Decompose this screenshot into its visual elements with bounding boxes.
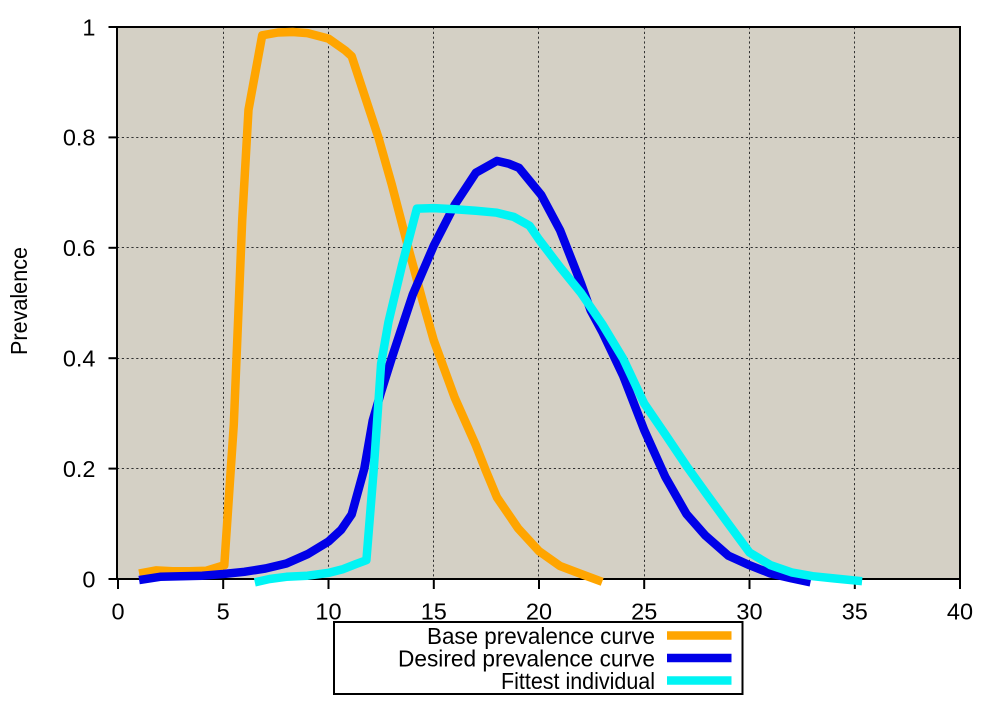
svg-text:20: 20 [526, 599, 552, 625]
svg-text:35: 35 [842, 599, 868, 625]
svg-text:1: 1 [82, 14, 95, 40]
svg-text:5: 5 [217, 599, 230, 625]
svg-text:0.4: 0.4 [63, 346, 96, 372]
svg-text:15: 15 [421, 599, 447, 625]
svg-text:Desired prevalence curve: Desired prevalence curve [398, 646, 655, 672]
svg-text:0: 0 [82, 566, 95, 592]
svg-text:Prevalence: Prevalence [6, 247, 32, 355]
svg-text:25: 25 [631, 599, 657, 625]
svg-text:0: 0 [111, 599, 124, 625]
svg-text:Base prevalence curve: Base prevalence curve [427, 623, 655, 649]
svg-text:Fittest individual: Fittest individual [501, 668, 655, 694]
svg-text:0.6: 0.6 [63, 235, 96, 261]
svg-text:0.2: 0.2 [63, 456, 96, 482]
svg-text:40: 40 [947, 599, 973, 625]
svg-text:30: 30 [736, 599, 762, 625]
svg-text:10: 10 [315, 599, 341, 625]
svg-text:0.8: 0.8 [63, 125, 96, 151]
